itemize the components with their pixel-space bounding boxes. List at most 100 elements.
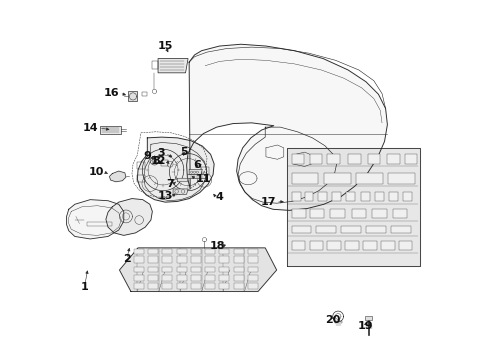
- Text: 5: 5: [180, 147, 187, 157]
- Polygon shape: [367, 154, 380, 164]
- Polygon shape: [355, 173, 382, 184]
- Polygon shape: [387, 173, 414, 184]
- Polygon shape: [134, 267, 143, 272]
- Polygon shape: [386, 154, 399, 164]
- Polygon shape: [100, 126, 121, 134]
- Polygon shape: [119, 248, 276, 292]
- Polygon shape: [205, 256, 215, 263]
- Polygon shape: [398, 241, 411, 249]
- Polygon shape: [137, 137, 214, 202]
- Polygon shape: [148, 275, 158, 281]
- Polygon shape: [365, 226, 385, 233]
- Polygon shape: [323, 173, 350, 184]
- Polygon shape: [190, 275, 201, 281]
- Polygon shape: [162, 275, 172, 281]
- Polygon shape: [304, 192, 313, 201]
- Polygon shape: [205, 275, 215, 281]
- Polygon shape: [134, 256, 143, 263]
- Polygon shape: [403, 192, 411, 201]
- Text: 16: 16: [103, 88, 119, 98]
- Text: 6: 6: [193, 160, 201, 170]
- Polygon shape: [219, 275, 229, 281]
- Text: 7: 7: [166, 179, 173, 189]
- Polygon shape: [205, 283, 215, 289]
- Polygon shape: [291, 241, 305, 249]
- Text: 13: 13: [157, 191, 173, 201]
- Text: 18: 18: [209, 241, 224, 251]
- Polygon shape: [162, 283, 172, 289]
- Polygon shape: [291, 208, 305, 217]
- Polygon shape: [148, 267, 158, 272]
- Polygon shape: [190, 267, 201, 272]
- Polygon shape: [392, 208, 407, 217]
- Text: 15: 15: [157, 41, 173, 51]
- Polygon shape: [291, 226, 311, 233]
- Polygon shape: [291, 192, 300, 201]
- Polygon shape: [233, 283, 244, 289]
- Polygon shape: [186, 44, 386, 210]
- Polygon shape: [390, 226, 410, 233]
- Text: 9: 9: [143, 151, 151, 161]
- Polygon shape: [233, 256, 244, 263]
- Polygon shape: [176, 267, 186, 272]
- Polygon shape: [247, 267, 258, 272]
- Polygon shape: [363, 241, 376, 249]
- Polygon shape: [309, 208, 323, 217]
- Polygon shape: [331, 192, 340, 201]
- Polygon shape: [340, 226, 360, 233]
- Polygon shape: [326, 241, 340, 249]
- Polygon shape: [134, 283, 143, 289]
- Polygon shape: [219, 267, 229, 272]
- Polygon shape: [219, 256, 229, 263]
- Polygon shape: [388, 192, 397, 201]
- Text: 10: 10: [89, 167, 104, 177]
- Polygon shape: [162, 256, 172, 263]
- Polygon shape: [177, 178, 188, 182]
- Polygon shape: [162, 267, 172, 272]
- Polygon shape: [291, 154, 304, 164]
- Polygon shape: [233, 249, 244, 254]
- Polygon shape: [128, 91, 137, 102]
- Polygon shape: [351, 208, 365, 217]
- Polygon shape: [247, 256, 258, 263]
- Polygon shape: [162, 249, 172, 254]
- Polygon shape: [109, 171, 125, 182]
- Polygon shape: [158, 59, 188, 73]
- Polygon shape: [326, 154, 339, 164]
- Polygon shape: [187, 174, 205, 178]
- Polygon shape: [106, 199, 152, 235]
- Polygon shape: [173, 189, 188, 194]
- Text: 11: 11: [195, 174, 210, 184]
- Polygon shape: [190, 256, 201, 263]
- Text: 2: 2: [122, 254, 130, 264]
- Polygon shape: [372, 208, 386, 217]
- Polygon shape: [134, 275, 143, 281]
- Polygon shape: [247, 249, 258, 254]
- Polygon shape: [309, 154, 322, 164]
- Polygon shape: [205, 267, 215, 272]
- Polygon shape: [176, 256, 186, 263]
- Polygon shape: [346, 192, 354, 201]
- Polygon shape: [347, 154, 360, 164]
- Polygon shape: [176, 283, 186, 289]
- Polygon shape: [404, 154, 416, 164]
- Polygon shape: [176, 249, 186, 254]
- Polygon shape: [247, 283, 258, 289]
- Polygon shape: [219, 249, 229, 254]
- Polygon shape: [309, 241, 323, 249]
- Text: 20: 20: [325, 315, 340, 325]
- Text: 1: 1: [81, 282, 88, 292]
- Polygon shape: [148, 249, 158, 254]
- Polygon shape: [189, 169, 202, 175]
- Text: 3: 3: [157, 148, 165, 158]
- Polygon shape: [148, 283, 158, 289]
- Text: 14: 14: [83, 123, 99, 133]
- Polygon shape: [380, 241, 394, 249]
- Polygon shape: [365, 316, 372, 320]
- Text: 8: 8: [152, 156, 160, 166]
- Polygon shape: [374, 192, 383, 201]
- Polygon shape: [190, 283, 201, 289]
- Polygon shape: [317, 192, 326, 201]
- Polygon shape: [247, 275, 258, 281]
- Text: 19: 19: [357, 321, 372, 331]
